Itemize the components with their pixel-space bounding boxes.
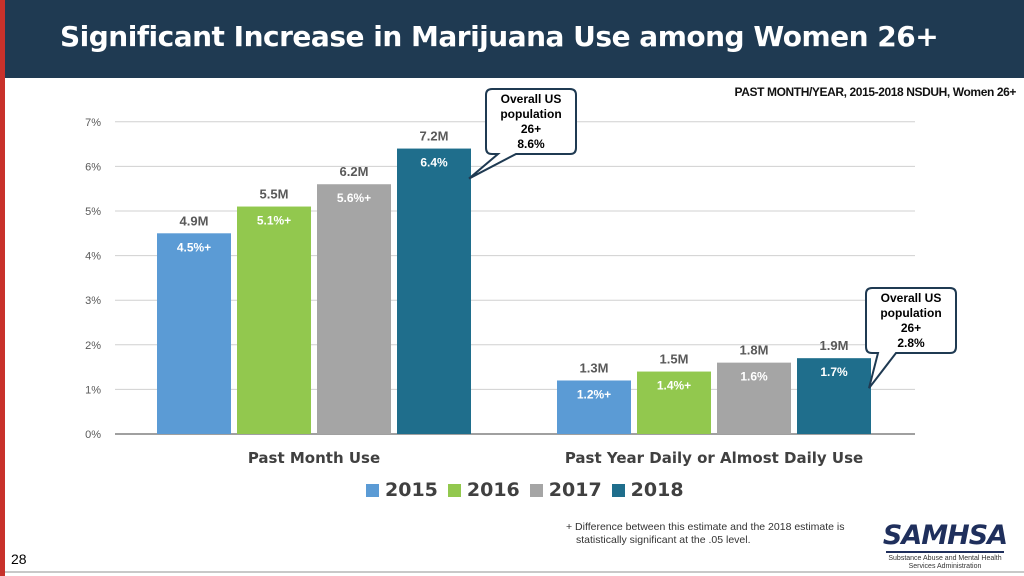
y-tick-label: 7% (85, 117, 101, 129)
bar-count-label: 7.2M (420, 129, 449, 144)
callout-text: Overall US (881, 291, 942, 305)
legend-label: 2015 (385, 479, 438, 501)
page-title: Significant Increase in Marijuana Use am… (60, 20, 939, 53)
bar-count-label: 1.3M (580, 360, 609, 375)
bar-2015 (557, 380, 631, 434)
legend-item-2016: 2016 (447, 479, 520, 501)
logo-subtitle-1: Substance Abuse and Mental Health (888, 555, 1002, 562)
y-tick-label: 2% (85, 340, 101, 352)
accent-bar (0, 0, 5, 576)
page-number: 28 (11, 551, 27, 567)
x-category-label: Past Year Daily or Almost Daily Use (565, 449, 863, 467)
bar-data-label: 5.1%+ (257, 214, 291, 228)
legend-swatch (611, 483, 625, 497)
samhsa-logo: SAMHSA Substance Abuse and Mental Health… (880, 522, 1010, 571)
footnote-line-1: + Difference between this estimate and t… (566, 521, 845, 533)
footnote: + Difference between this estimate and t… (566, 521, 866, 547)
y-tick-label: 6% (85, 161, 101, 173)
bar-2016 (637, 371, 711, 434)
legend-item-2015: 2015 (366, 479, 438, 501)
y-tick-label: 1% (85, 384, 101, 396)
callout-text: population (500, 107, 561, 121)
legend-swatch (447, 483, 461, 497)
legend-label: 2017 (548, 479, 602, 501)
callout-text: 26+ (521, 122, 541, 136)
bar-count-label: 1.5M (660, 352, 689, 367)
bar-count-label: 1.8M (740, 343, 769, 358)
bar-count-label: 4.9M (180, 213, 209, 228)
y-tick-label: 5% (85, 206, 101, 218)
callout-box (865, 287, 957, 389)
footnote-line-2: statistically significant at the .05 lev… (576, 534, 751, 546)
bar-2015 (157, 233, 231, 434)
legend: 2015 2016 2017 2018 (366, 479, 684, 501)
bar-data-label: 1.6% (740, 370, 768, 384)
legend-item-2018: 2018 (611, 479, 684, 501)
callout-box (468, 88, 577, 180)
header-bar (5, 0, 1024, 78)
source-note: PAST MONTH/YEAR, 2015-2018 NSDUH, Women … (734, 85, 1017, 99)
callout-text: 26+ (901, 321, 921, 335)
legend-label: 2018 (630, 479, 684, 501)
bar-2018 (797, 358, 871, 434)
bar-data-label: 5.6%+ (337, 191, 371, 205)
bar-data-label: 1.7% (820, 365, 848, 379)
y-tick-label: 0% (85, 429, 101, 441)
bar-data-label: 4.5%+ (177, 240, 211, 254)
bar-count-label: 5.5M (260, 187, 289, 202)
bar-data-label: 6.4% (420, 156, 448, 170)
bottom-rule (5, 571, 1024, 573)
bar-2017 (717, 362, 791, 434)
bar-data-label: 1.4%+ (657, 379, 691, 393)
x-category-label: Past Month Use (248, 449, 380, 467)
legend-item-2017: 2017 (529, 479, 602, 501)
logo-rule (886, 551, 1004, 553)
legend-swatch (529, 483, 543, 497)
y-tick-label: 3% (85, 295, 101, 307)
legend-swatch (366, 483, 379, 497)
bar-count-label: 6.2M (340, 164, 369, 179)
callout-text: population (880, 306, 941, 320)
bar-2018 (397, 148, 471, 434)
bar-2016 (237, 206, 311, 434)
logo-subtitle-2: Services Administration (908, 563, 982, 570)
bar-count-label: 1.9M (820, 338, 849, 353)
bar-data-label: 1.2%+ (577, 387, 611, 401)
bar-2017 (317, 184, 391, 434)
legend-label: 2016 (466, 479, 520, 501)
callout-text: Overall US (501, 92, 562, 106)
logo-wordmark: SAMHSA (882, 520, 1008, 551)
callout-text: 2.8% (897, 336, 925, 350)
callout-text: 8.6% (517, 137, 545, 151)
y-tick-label: 4% (85, 251, 101, 263)
